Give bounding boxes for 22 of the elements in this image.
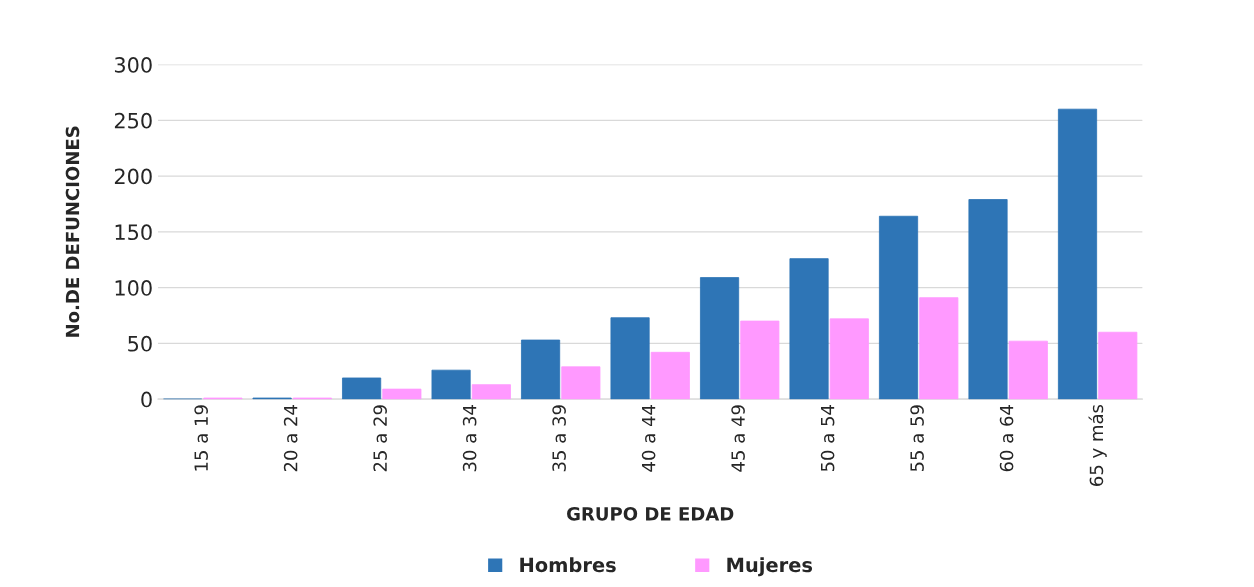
x-tick-label: 35 a 39 [552,405,566,472]
y-tick-label: 50 [128,335,152,352]
x-tick-label: 60 a 64 [999,405,1014,472]
x-axis-title: GRUPO DE EDAD [567,506,734,521]
x-tick-label: 20 a 24 [283,405,298,472]
legend-label: Mujeres [727,557,813,577]
y-tick-label: 250 [114,112,152,129]
y-tick-label: 0 [141,391,152,408]
x-tick-label: 15 a 19 [194,405,208,471]
x-tick-label: 50 a 54 [820,405,835,472]
x-tick-label: 65 y más [1088,404,1107,486]
y-tick-label: 300 [114,57,152,73]
y-tick-label: 100 [115,280,152,296]
legend-label: Hombres [520,557,616,573]
y-tick-label: 150 [115,224,152,241]
x-tick-label: 40 a 44 [641,405,656,472]
y-tick-label: 200 [114,168,152,185]
x-tick-label: 55 a 59 [910,405,924,472]
y-axis-title: No.DE DEFUNCIONES [65,126,80,337]
x-tick-label: 25 a 29 [373,405,387,472]
x-tick-label: 30 a 34 [462,405,477,472]
x-tick-label: 45 a 49 [731,405,745,472]
